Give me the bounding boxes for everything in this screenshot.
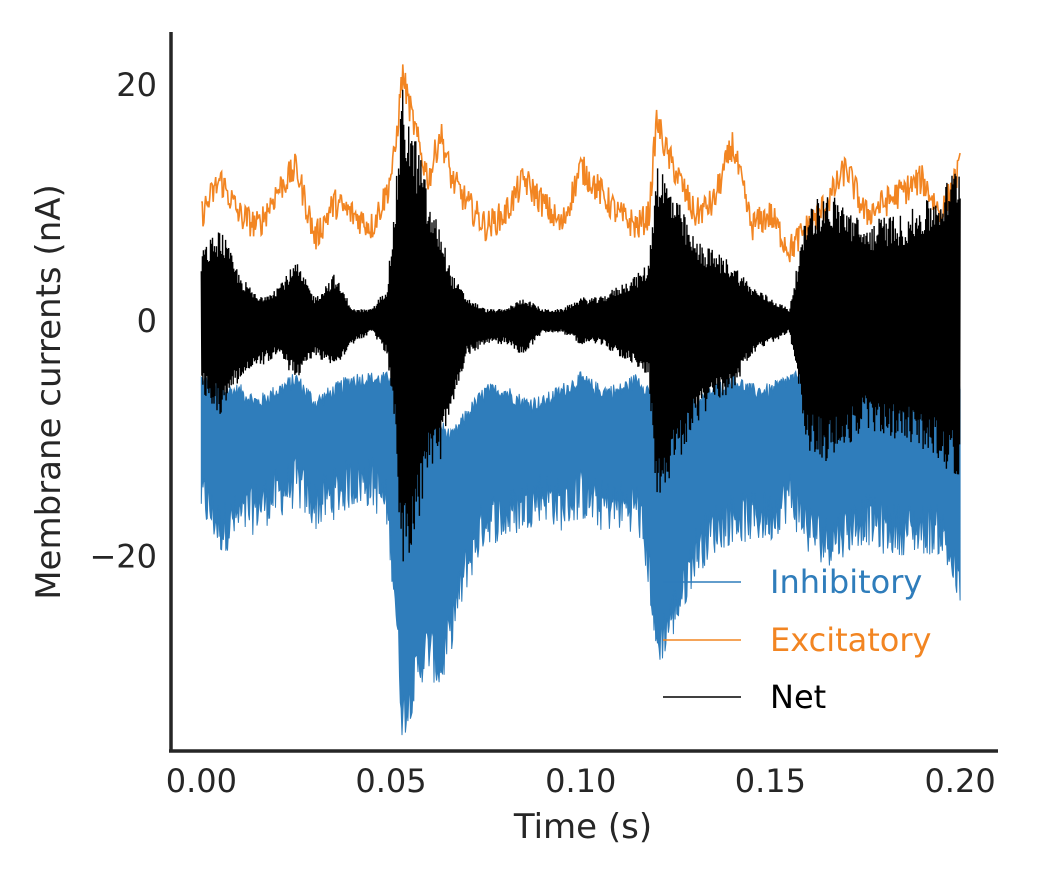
x-tick-label: 0.15	[735, 762, 806, 800]
series-layer	[200, 64, 961, 736]
x-tick-label: 0.20	[924, 762, 995, 800]
x-tick-label: 0.00	[166, 762, 237, 800]
inhibitory-series	[200, 360, 961, 736]
y-tick-label: 20	[116, 66, 157, 104]
net-series	[200, 89, 961, 562]
legend: Inhibitory Excitatory Net	[663, 563, 931, 716]
legend-label: Inhibitory	[770, 563, 922, 601]
y-tick-labels: −20 0 20	[89, 66, 157, 575]
x-axis-label: Time (s)	[513, 807, 652, 847]
y-tick-label: −20	[89, 538, 157, 576]
excitatory-series	[201, 64, 961, 263]
legend-label: Excitatory	[770, 621, 931, 659]
x-tick-label: 0.05	[355, 762, 426, 800]
x-tick-label: 0.10	[545, 762, 616, 800]
legend-label: Net	[770, 678, 826, 716]
y-axis-label: Membrane currents (nA)	[29, 184, 69, 600]
x-tick-labels: 0.00 0.05 0.10 0.15 0.20	[166, 762, 996, 800]
y-tick-label: 0	[137, 302, 157, 340]
